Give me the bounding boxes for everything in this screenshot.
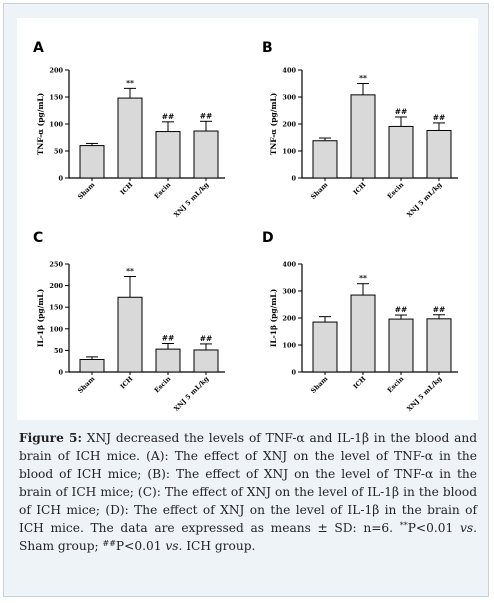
x-tick-label: ICH [352,375,368,391]
y-tick-label: 200 [282,315,296,323]
panel-label: A [33,40,44,56]
bar [193,349,219,373]
y-axis-label: TNF-α (pg/mL) [36,93,45,155]
y-tick-label: 50 [54,148,64,156]
y-axis-label: IL-1β (pg/mL) [36,289,45,347]
caption-text: P<0.01 [407,521,460,535]
bar-chart-c: 0 50 100 150 200 250 IL-1β (pg/mL) Sham ** ICH ## E… [36,261,225,413]
significance-label: ** [126,78,134,87]
bar [117,296,143,373]
caption-text: P<0.01 [115,539,166,553]
y-tick-label: 200 [49,282,63,290]
x-tick-label: Sham [309,375,329,395]
significance-label: ## [162,112,175,121]
bar [426,129,452,179]
y-tick-label: 200 [282,121,296,129]
caption-text: Sham group; [19,539,103,553]
y-axis-label: IL-1β (pg/mL) [269,289,278,347]
y-tick-label: 0 [58,369,63,377]
y-tick-label: 400 [282,261,296,269]
x-tick-label: Escin [386,181,406,201]
bar [312,321,338,373]
y-tick-label: 0 [58,175,63,183]
y-tick-label: 200 [49,67,63,75]
x-tick-label: Sham [309,181,329,201]
panel-b: B 0 100 200 300 400 TNF-α (pg/mL) Sham ** ICH ## E… [248,18,478,219]
x-tick-label: XNJ 5 mL/kg [172,374,210,412]
y-tick-label: 50 [54,347,64,355]
y-tick-label: 250 [49,261,63,269]
caption-text: ICH group. [182,539,256,553]
y-tick-label: 300 [282,288,296,296]
bar [388,318,414,373]
x-tick-label: XNJ 5 mL/kg [405,180,443,218]
bar-chart-b: 0 100 200 300 400 TNF-α (pg/mL) Sham ** ICH ## Esc… [269,67,458,219]
y-tick-label: 150 [49,94,63,102]
caption-vs: vs. [459,521,477,535]
significance-label: ## [433,113,446,122]
y-tick-label: 100 [49,325,63,333]
caption-label: Figure 5: [19,431,82,445]
panel-c: C 0 50 100 150 200 250 IL-1β (pg/mL) Sham ** ICH #… [17,220,247,420]
bar [79,358,105,373]
x-tick-label: Sham [76,375,96,395]
significance-label: ** [126,267,134,276]
bar [350,294,376,373]
y-axis-label: TNF-α (pg/mL) [269,93,278,155]
panel-a: A 0 50 100 150 200 TNF-α (pg/mL) Sham ** ICH ## Es… [17,18,247,219]
x-tick-label: Escin [153,375,173,395]
bar [350,94,376,179]
x-tick-label: Escin [386,375,406,395]
bar [79,145,105,179]
y-tick-label: 150 [49,304,63,312]
bar [117,97,143,179]
panel-d: D 0 100 200 300 400 IL-1β (pg/mL) Sham ** ICH ## E… [248,220,478,420]
panel-label: B [262,40,273,56]
x-tick-label: Sham [76,181,96,201]
x-tick-label: ICH [352,181,368,197]
bar-chart-a: 0 50 100 150 200 TNF-α (pg/mL) Sham ** ICH ## Esci… [36,67,225,219]
significance-label: ** [359,274,367,283]
bar-chart-d: 0 100 200 300 400 IL-1β (pg/mL) Sham ** ICH ## Esc… [269,261,458,413]
bar [193,130,219,179]
caption-text: XNJ decreased the levels of TNF-α and IL… [19,431,478,535]
y-tick-label: 100 [49,121,63,129]
x-tick-label: Escin [153,181,173,201]
figure-area: A 0 50 100 150 200 TNF-α (pg/mL) Sham ** ICH ## Es… [17,18,478,420]
significance-label: ## [200,334,213,343]
bar [155,348,181,373]
y-tick-label: 100 [282,148,296,156]
x-tick-label: ICH [119,181,135,197]
bar [388,125,414,179]
figure-caption: Figure 5: XNJ decreased the levels of TN… [19,429,477,555]
y-tick-label: 300 [282,94,296,102]
caption-sup-hash: ## [102,539,116,548]
y-tick-label: 0 [291,175,296,183]
significance-label: ## [395,107,408,116]
significance-label: ## [433,305,446,314]
significance-label: ## [395,305,408,314]
bar [312,140,338,179]
y-tick-label: 400 [282,67,296,75]
panel-label: C [33,230,44,246]
y-tick-label: 100 [282,342,296,350]
caption-vs: vs. [165,539,183,553]
x-tick-label: XNJ 5 mL/kg [405,374,443,412]
y-tick-label: 0 [291,369,296,377]
caption-sup-stars: ** [399,521,408,530]
panel-label: D [262,230,274,246]
significance-label: ## [162,333,175,342]
x-tick-label: ICH [119,375,135,391]
significance-label: ** [359,74,367,83]
figure-frame: A 0 50 100 150 200 TNF-α (pg/mL) Sham ** ICH ## Es… [3,3,489,597]
bar [155,131,181,179]
bar [426,318,452,373]
x-tick-label: XNJ 5 mL/kg [172,180,210,218]
significance-label: ## [200,111,213,120]
